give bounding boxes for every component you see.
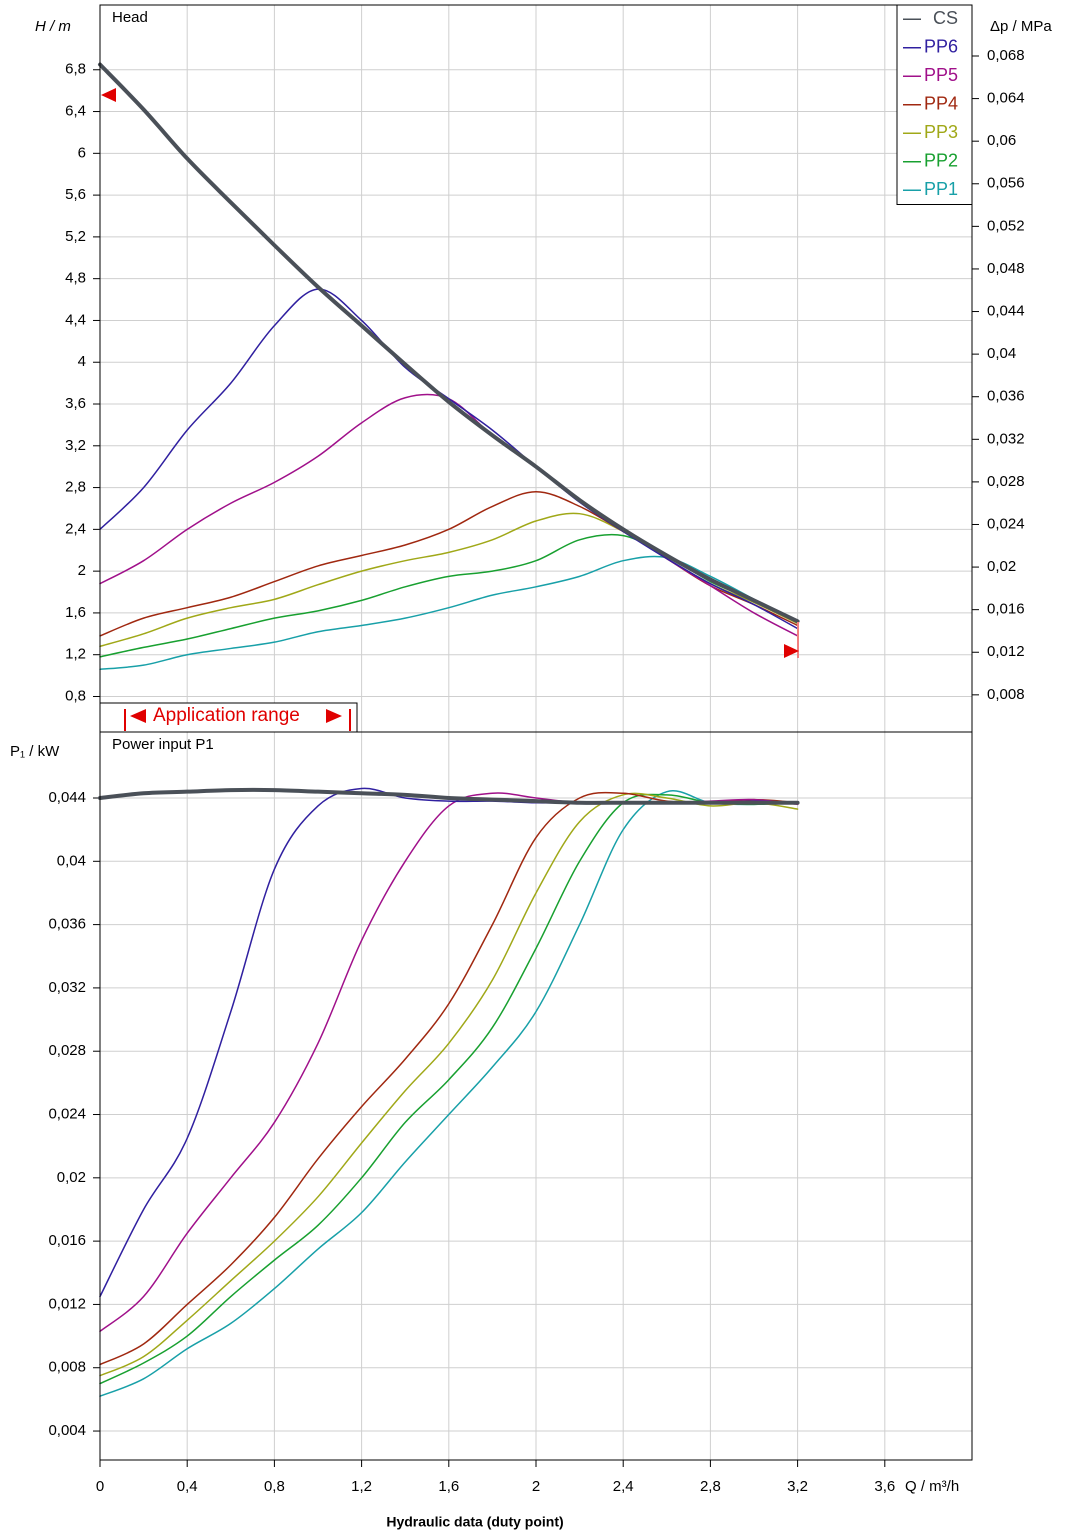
y2-tick-label: 0,048 (987, 260, 1025, 277)
y2-tick-label: 0,008 (987, 686, 1025, 703)
y2-axis-label: Δp / MPa (990, 18, 1052, 35)
y-tick-label: 2 (78, 562, 86, 579)
series-line (98, 787, 800, 805)
y2-tick-label: 0,056 (987, 175, 1025, 192)
series-line (99, 792, 799, 1377)
line-layer (98, 62, 800, 1397)
x-tick-label: 1,2 (351, 1478, 372, 1495)
legend-label: PP2 (924, 151, 958, 171)
legend-label: PP4 (924, 94, 958, 114)
range-label: Application range (153, 705, 300, 726)
x-tick-label: 2,4 (613, 1478, 634, 1495)
series-line (99, 790, 799, 1397)
legend-label: CS (933, 8, 958, 28)
y-tick-label: 0,02 (57, 1169, 86, 1186)
series-line (98, 62, 800, 624)
y2-tick-label: 0,068 (987, 47, 1025, 64)
y2-tick-label: 0,064 (987, 90, 1025, 107)
panel-title: Head (112, 9, 148, 26)
y-axis-label: P₁ / kW (10, 743, 60, 760)
y-tick-label: 0,8 (65, 687, 86, 704)
y-tick-label: 4,4 (65, 311, 86, 328)
series-line (99, 793, 799, 1385)
y-tick-label: 0,004 (48, 1422, 86, 1439)
x-tick-label: 1,6 (438, 1478, 459, 1495)
legend: CS PP6 PP5 PP4 PP3 PP2 PP1 (896, 4, 973, 205)
y-tick-label: 6,8 (65, 61, 86, 78)
x-tick-label: 2 (532, 1478, 540, 1495)
x-tick-label: 0,4 (177, 1478, 198, 1495)
legend-label: PP6 (924, 37, 958, 57)
legend-box (896, 4, 973, 205)
y2-tick-label: 0,02 (987, 558, 1016, 575)
caption: Hydraulic data (duty point) (386, 1514, 563, 1530)
y-tick-label: 0,036 (48, 916, 86, 933)
y-tick-label: 3,6 (65, 395, 86, 412)
range-marker (784, 644, 799, 658)
y2-tick-label: 0,052 (987, 217, 1025, 234)
y-tick-label: 0,028 (48, 1042, 86, 1059)
x-tick-label: 3,2 (787, 1478, 808, 1495)
y-tick-label: 0,04 (57, 852, 86, 869)
y2-tick-label: 0,04 (987, 345, 1016, 362)
range-arrow (130, 709, 146, 723)
legend-label: PP3 (924, 122, 958, 142)
y2-tick-label: 0,032 (987, 430, 1025, 447)
x-tick-label: 0 (96, 1478, 104, 1495)
y-tick-label: 0,044 (48, 789, 86, 806)
y-tick-label: 0,008 (48, 1359, 86, 1376)
y-tick-label: 0,032 (48, 979, 86, 996)
legend-label: PP5 (924, 65, 958, 85)
y-tick-label: 0,016 (48, 1232, 86, 1249)
y-axis-label: H / m (35, 18, 71, 35)
range-arrow (326, 709, 342, 723)
y-tick-label: 0,024 (48, 1105, 86, 1122)
y-tick-label: 4 (78, 353, 86, 370)
x-tick-label: 2,8 (700, 1478, 721, 1495)
x-tick-label: 3,6 (874, 1478, 895, 1495)
range-marker (101, 88, 116, 102)
y-tick-label: 2,4 (65, 520, 86, 537)
y-tick-label: 5,6 (65, 186, 86, 203)
y-tick-label: 1,2 (65, 646, 86, 663)
y2-tick-label: 0,016 (987, 601, 1025, 618)
y-tick-label: 3,2 (65, 437, 86, 454)
grid-layer (93, 5, 979, 1467)
y2-tick-label: 0,028 (987, 473, 1025, 490)
y-tick-label: 6,4 (65, 103, 86, 120)
y-tick-label: 1,6 (65, 604, 86, 621)
y-tick-label: 5,2 (65, 228, 86, 245)
y-tick-label: 6 (78, 144, 86, 161)
y-tick-label: 2,8 (65, 479, 86, 496)
y-tick-label: 0,012 (48, 1295, 86, 1312)
y2-tick-label: 0,024 (987, 515, 1025, 532)
y-tick-label: 4,8 (65, 270, 86, 287)
y2-tick-label: 0,036 (987, 388, 1025, 405)
legend-label: PP1 (924, 179, 958, 199)
y2-tick-label: 0,044 (987, 303, 1025, 320)
panel-title: Power input P1 (112, 736, 214, 753)
x-axis-label: Q / m³/h (905, 1478, 959, 1495)
x-tick-label: 0,8 (264, 1478, 285, 1495)
y2-tick-label: 0,012 (987, 643, 1025, 660)
y2-tick-label: 0,06 (987, 132, 1016, 149)
